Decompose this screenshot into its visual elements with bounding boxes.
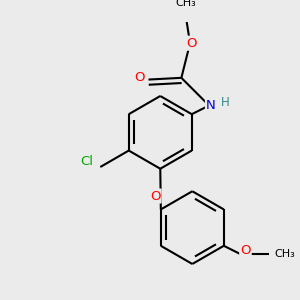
Text: H: H [221,96,230,109]
Text: O: O [135,71,145,84]
Text: O: O [187,37,197,50]
Text: O: O [240,244,251,257]
Text: N: N [206,99,216,112]
Text: Cl: Cl [80,155,93,168]
Text: O: O [150,190,160,202]
Text: CH₃: CH₃ [175,0,196,8]
Text: CH₃: CH₃ [274,250,295,260]
